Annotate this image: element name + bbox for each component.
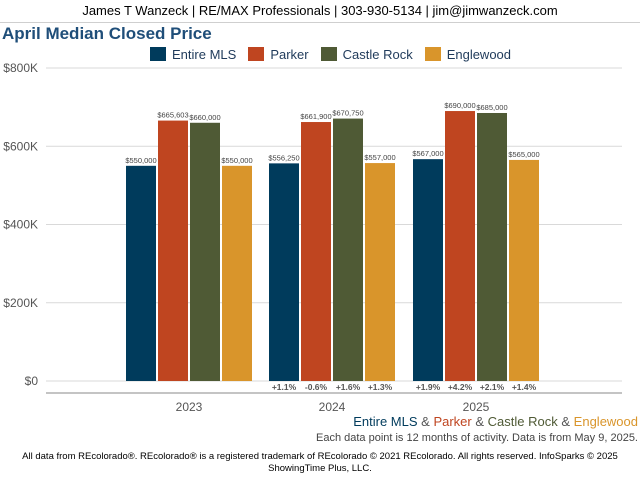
- series-key-entire-mls: Entire MLS: [353, 414, 418, 429]
- data-label-parker-2024: $661,900: [300, 112, 331, 121]
- y-tick-label-4: $800K: [3, 61, 38, 75]
- x-tick-label-2025: 2025: [463, 400, 490, 414]
- series-key-englewood: Englewood: [573, 414, 638, 429]
- bar-entire-mls-2023: [126, 165, 156, 381]
- data-note: Each data point is 12 months of activity…: [315, 432, 638, 444]
- legend-entry-parker[interactable]: Parker: [248, 46, 309, 62]
- footer-line-1: All data from REcolorado®. REcolorado® i…: [22, 451, 618, 462]
- y-tick-label-0: $0: [25, 374, 39, 388]
- legend-entry-entire-mls[interactable]: Entire MLS: [150, 47, 236, 62]
- data-label-parker-2023: $665,603: [157, 111, 188, 120]
- bar-castle-rock-2023: [190, 122, 220, 382]
- x-tick-label-2024: 2024: [319, 400, 346, 414]
- legend-entry-englewood[interactable]: Englewood: [424, 46, 512, 62]
- series-key-amp-3: &: [561, 414, 571, 429]
- header-text: James T Wanzeck | RE/MAX Professionals |…: [82, 3, 558, 18]
- legend-swatch-entire-mls: [150, 47, 166, 61]
- change-label-entire-mls-2024: +1.1%: [272, 382, 297, 392]
- legend-swatch-englewood: [424, 47, 441, 61]
- series-key-castle-rock: Castle Rock: [487, 414, 558, 429]
- data-label-entire-mls-2024: $556,250: [268, 153, 299, 162]
- data-label-englewood-2025: $565,000: [508, 150, 539, 159]
- change-label-castle-rock-2024: +1.6%: [336, 382, 361, 392]
- bar-parker-2024: [301, 122, 331, 382]
- legend-label-parker: Parker: [270, 46, 309, 62]
- legend-label-castle-rock: Castle Rock: [342, 46, 413, 62]
- change-label-entire-mls-2025: +1.9%: [416, 382, 441, 392]
- legend-entry-castle-rock[interactable]: Castle Rock: [320, 46, 413, 62]
- bar-englewood-2024: [365, 163, 395, 381]
- series-key: Entire MLS & Parker & Castle Rock & Engl…: [353, 414, 638, 429]
- data-label-englewood-2024: $557,000: [364, 153, 395, 162]
- change-label-parker-2025: +4.2%: [448, 382, 473, 392]
- bar-entire-mls-2025: [413, 159, 443, 381]
- data-label-castle-rock-2024: $670,750: [332, 109, 363, 118]
- series-key-parker: Parker: [433, 414, 472, 429]
- bar-parker-2025: [445, 111, 475, 381]
- change-label-englewood-2024: +1.3%: [368, 382, 393, 392]
- data-label-parker-2025: $690,000: [444, 101, 475, 110]
- bar-castle-rock-2024: [333, 118, 363, 381]
- legend-label-entire-mls: Entire MLS: [172, 46, 237, 62]
- bar-castle-rock-2025: [477, 112, 507, 382]
- bar-entire-mls-2024: [269, 163, 299, 381]
- chart-title: April Median Closed Price: [2, 24, 212, 43]
- bar-englewood-2023: [222, 165, 252, 381]
- y-tick-label-2: $400K: [3, 218, 38, 232]
- change-label-englewood-2025: +1.4%: [512, 382, 537, 392]
- series-key-amp-1: &: [421, 414, 430, 429]
- legend-swatch-castle-rock: [320, 47, 337, 61]
- data-label-castle-rock-2023: $660,000: [189, 113, 220, 122]
- x-tick-label-2023: 2023: [176, 400, 203, 414]
- change-label-castle-rock-2025: +2.1%: [480, 382, 505, 392]
- bar-parker-2023: [158, 120, 188, 381]
- legend-swatch-parker: [248, 47, 265, 61]
- data-label-castle-rock-2025: $685,000: [476, 103, 507, 112]
- chart-legend: Entire MLS Parker Castle Rock Englewood: [150, 45, 523, 63]
- footer-line-2: ShowingTime Plus, LLC.: [268, 463, 372, 474]
- footer: All data from REcolorado®. REcolorado® i…: [0, 451, 640, 475]
- bar-englewood-2025: [509, 159, 539, 381]
- legend-label-englewood: Englewood: [446, 46, 512, 62]
- change-label-parker-2024: -0.6%: [305, 382, 328, 392]
- data-label-englewood-2023: $550,000: [221, 156, 252, 165]
- series-key-amp-2: &: [475, 414, 485, 429]
- y-tick-label-3: $600K: [3, 139, 38, 153]
- y-tick-label-1: $200K: [3, 296, 38, 310]
- header-bar: James T Wanzeck | RE/MAX Professionals |…: [0, 0, 640, 23]
- data-label-entire-mls-2025: $567,000: [412, 149, 443, 158]
- data-label-entire-mls-2023: $550,000: [125, 156, 156, 165]
